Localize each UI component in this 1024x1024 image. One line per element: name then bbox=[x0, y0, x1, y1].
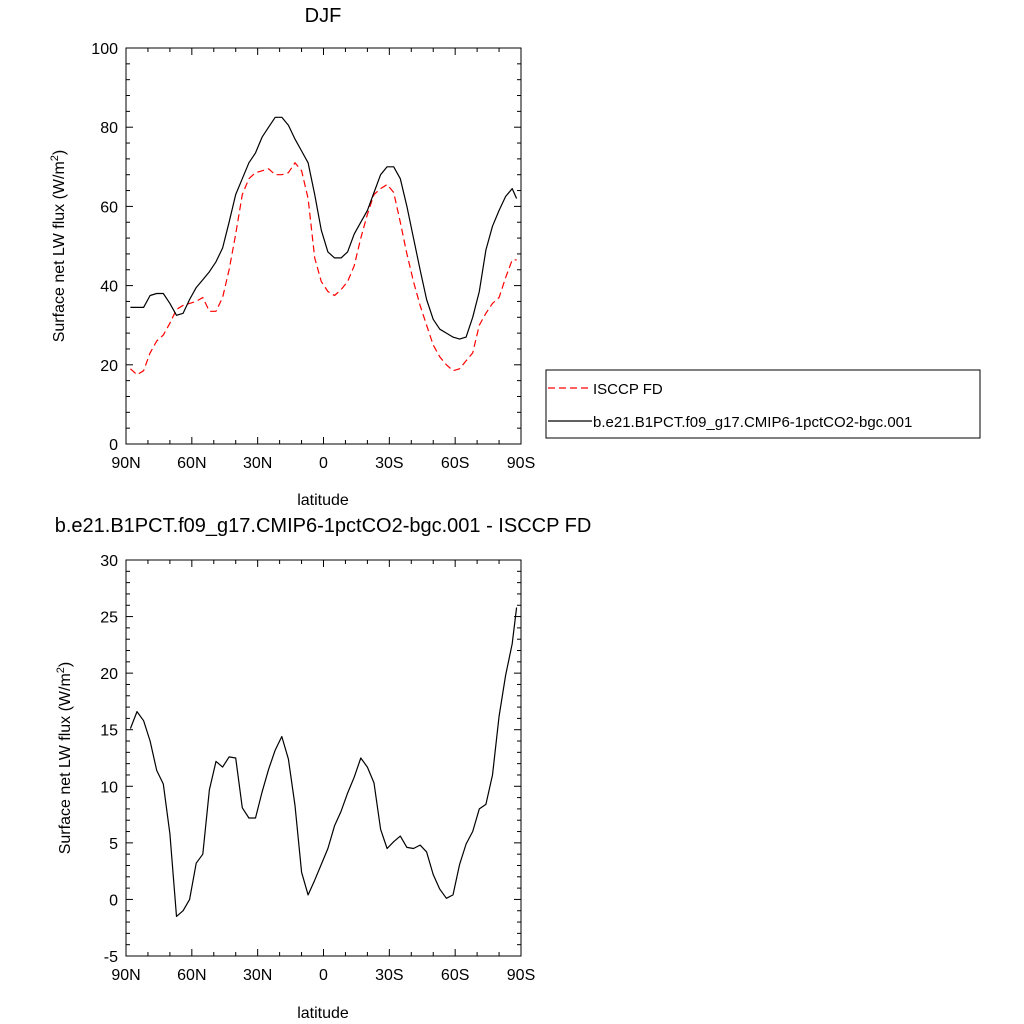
y-tick-label: -5 bbox=[104, 949, 118, 966]
top-y-axis-title: Surface net LW flux (W/m2) bbox=[49, 150, 68, 343]
bottom-chart-panel: b.e21.B1PCT.f09_g17.CMIP6-1pctCO2-bgc.00… bbox=[55, 515, 592, 1022]
x-tick-label: 60S bbox=[441, 967, 469, 984]
legend-box bbox=[545, 369, 981, 439]
top-y-axis: 0 20 40 60 80 100 bbox=[91, 41, 521, 454]
top-x-axis: 90N 60N 30N 0 30S 60S 90S bbox=[111, 48, 535, 472]
top-x-axis-title: latitude bbox=[297, 492, 349, 509]
top-series-line-model bbox=[130, 116, 518, 340]
x-tick-label: 30S bbox=[375, 455, 403, 472]
y-tick-label: 60 bbox=[100, 199, 118, 216]
bottom-plot-frame bbox=[125, 559, 522, 957]
bottom-x-axis-title: latitude bbox=[297, 1005, 349, 1022]
y-tick-label: 80 bbox=[100, 120, 118, 137]
y-tick-label: 20 bbox=[100, 358, 118, 375]
legend-label-isccp: ISCCP FD bbox=[593, 381, 663, 398]
bottom-y-axis-title: Surface net LW flux (W/m2) bbox=[55, 662, 74, 855]
x-tick-label: 90S bbox=[507, 455, 535, 472]
y-tick-label: 25 bbox=[100, 610, 118, 627]
y-tick-label: 40 bbox=[100, 279, 118, 296]
bottom-x-axis: 90N 60N 30N 0 30S 60S 90S bbox=[111, 560, 535, 984]
bottom-y-axis: -5 0 5 10 15 20 25 30 bbox=[100, 553, 521, 966]
bottom-series-line-model bbox=[129, 607, 518, 918]
y-tick-label: 5 bbox=[109, 836, 118, 853]
x-tick-label: 30N bbox=[243, 455, 272, 472]
x-tick-label: 90N bbox=[111, 455, 140, 472]
bottom-chart-title: b.e21.B1PCT.f09_g17.CMIP6-1pctCO2-bgc.00… bbox=[55, 515, 592, 537]
legend-label-model: b.e21.B1PCT.f09_g17.CMIP6-1pctCO2-bgc.00… bbox=[593, 414, 912, 431]
y-tick-label: 0 bbox=[109, 437, 118, 454]
x-tick-label: 60N bbox=[177, 967, 206, 984]
y-tick-label: 30 bbox=[100, 553, 118, 570]
x-tick-label: 90S bbox=[507, 967, 535, 984]
top-series-group bbox=[130, 116, 518, 376]
y-tick-label: 20 bbox=[100, 666, 118, 683]
x-tick-label: 90N bbox=[111, 967, 140, 984]
top-chart-panel: DJF 0 20 40 60 80 100 90N 60N 30N 0 30S 60S 90S lat… bbox=[49, 5, 981, 509]
legend: ISCCP FD b.e21.B1PCT.f09_g17.CMIP6-1pctC… bbox=[545, 369, 981, 439]
x-tick-label: 0 bbox=[319, 455, 328, 472]
y-tick-label: 10 bbox=[100, 779, 118, 796]
x-tick-label: 30N bbox=[243, 967, 272, 984]
y-tick-label: 100 bbox=[91, 41, 118, 58]
y-tick-label: 15 bbox=[100, 723, 118, 740]
x-tick-label: 30S bbox=[375, 967, 403, 984]
y-tick-label: 0 bbox=[109, 892, 118, 909]
top-chart-title: DJF bbox=[305, 5, 342, 27]
top-plot-frame bbox=[125, 47, 522, 445]
x-tick-label: 60N bbox=[177, 455, 206, 472]
x-tick-label: 0 bbox=[319, 967, 328, 984]
top-series-line-isccp bbox=[130, 162, 517, 376]
x-tick-label: 60S bbox=[441, 455, 469, 472]
bottom-series-group bbox=[129, 607, 518, 918]
